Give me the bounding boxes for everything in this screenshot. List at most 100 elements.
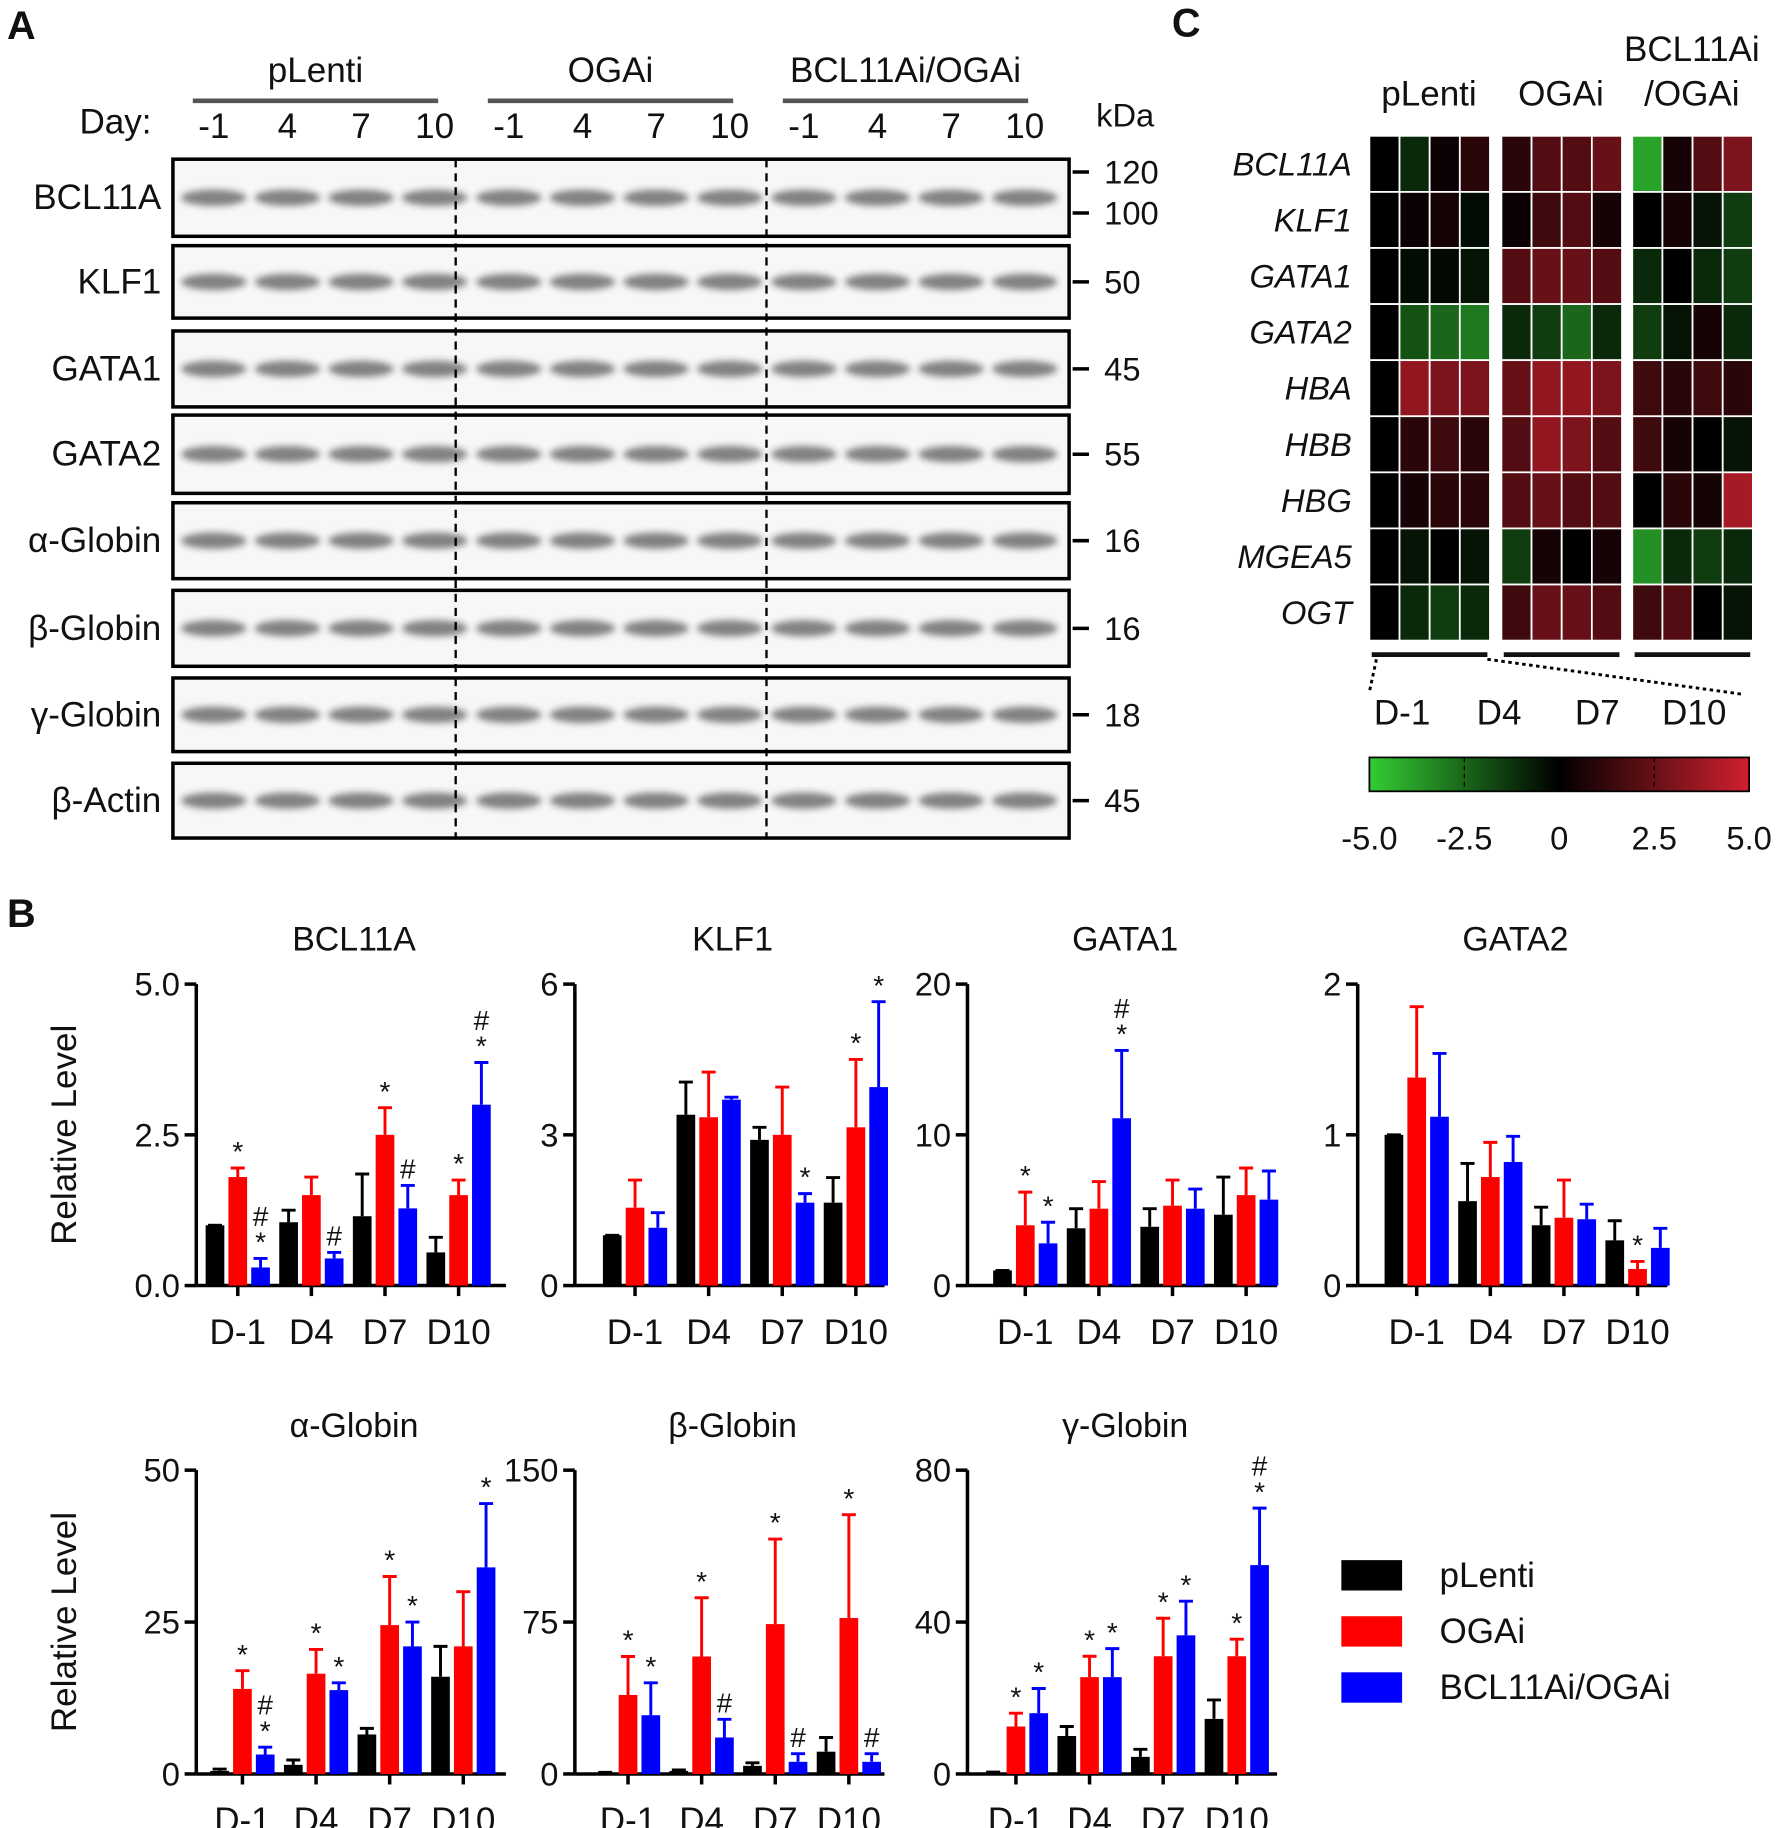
blot-band bbox=[401, 360, 468, 378]
blot-band bbox=[549, 446, 616, 463]
chart-title: β-Globin bbox=[668, 1407, 797, 1445]
heatmap-cell bbox=[1428, 527, 1461, 586]
blot-band bbox=[771, 532, 837, 549]
error-bar bbox=[1091, 1180, 1106, 1209]
significance-mark: * bbox=[311, 1618, 322, 1649]
bar bbox=[795, 1202, 815, 1286]
day-label: D-1 bbox=[1374, 694, 1430, 733]
error-bar bbox=[309, 1647, 324, 1674]
bar bbox=[233, 1688, 252, 1774]
blot-band bbox=[328, 792, 394, 809]
heatmap-cell bbox=[1368, 191, 1401, 249]
bar bbox=[431, 1676, 450, 1774]
error-bar bbox=[621, 1655, 636, 1695]
x-tick-label: D7 bbox=[363, 1313, 408, 1352]
blot-band bbox=[771, 189, 837, 206]
heatmap-cell bbox=[1631, 471, 1664, 530]
error-bar bbox=[671, 1768, 686, 1772]
bar bbox=[403, 1646, 422, 1774]
error-bar bbox=[258, 1745, 273, 1755]
heatmap-cell bbox=[1661, 303, 1694, 362]
blot-band bbox=[181, 446, 247, 463]
error-bar bbox=[1409, 1005, 1424, 1078]
bar bbox=[1407, 1077, 1427, 1286]
blot-band bbox=[328, 620, 394, 637]
heatmap-cell bbox=[1530, 527, 1563, 586]
error-bar bbox=[1252, 1506, 1267, 1566]
heatmap-cell bbox=[1458, 527, 1491, 586]
error-bar bbox=[650, 1211, 665, 1228]
bar bbox=[1503, 1161, 1523, 1286]
bar bbox=[750, 1139, 769, 1286]
blot-band bbox=[476, 189, 542, 206]
bar bbox=[699, 1117, 718, 1286]
blot-band bbox=[771, 706, 837, 723]
heatmap-cell bbox=[1458, 247, 1491, 305]
heatmap-cell bbox=[1560, 583, 1593, 642]
day-title: Day: bbox=[79, 102, 151, 141]
bar bbox=[251, 1267, 270, 1286]
heatmap-cell bbox=[1661, 471, 1694, 530]
significance-mark: * bbox=[1020, 1160, 1031, 1191]
blot-band bbox=[918, 792, 984, 809]
heatmap-cell bbox=[1428, 191, 1461, 249]
blot-band bbox=[254, 792, 321, 809]
significance-mark: * bbox=[1033, 1657, 1044, 1688]
bar bbox=[306, 1673, 326, 1774]
heatmap-cell bbox=[1368, 247, 1401, 305]
kda-label: 18 bbox=[1104, 696, 1140, 733]
chart-title: α-Globin bbox=[290, 1407, 419, 1445]
colorbar-tick-label: 0 bbox=[1550, 820, 1568, 857]
significance-mark: # bbox=[1252, 1451, 1268, 1482]
heatmap-cell bbox=[1458, 191, 1491, 249]
heatmap-cell bbox=[1560, 527, 1593, 586]
heatmap-group-label: OGAi bbox=[1518, 74, 1604, 113]
blot-band bbox=[844, 360, 911, 378]
bar bbox=[1213, 1214, 1233, 1286]
error-bar bbox=[1114, 1048, 1129, 1119]
heatmap-cell bbox=[1398, 303, 1431, 362]
x-tick-label: D4 bbox=[686, 1313, 731, 1352]
blot-band bbox=[771, 273, 837, 291]
bar bbox=[1236, 1195, 1256, 1286]
heatmap-cell bbox=[1631, 134, 1664, 193]
protein-label: α-Globin bbox=[28, 521, 161, 560]
bar bbox=[1006, 1726, 1026, 1774]
y-tick-label: 75 bbox=[522, 1604, 558, 1641]
significance-mark: * bbox=[645, 1651, 656, 1682]
error-bar bbox=[1082, 1654, 1097, 1678]
error-bar bbox=[1216, 1175, 1231, 1215]
blot-band bbox=[918, 273, 984, 291]
blot-band bbox=[844, 706, 911, 723]
heatmap-cell bbox=[1368, 527, 1401, 586]
heatmap-cell bbox=[1398, 527, 1431, 586]
heatmap-cell bbox=[1590, 471, 1623, 530]
blot-band bbox=[844, 620, 911, 637]
blot-box bbox=[171, 500, 1071, 581]
panel-label: C bbox=[1172, 2, 1201, 46]
error-bar bbox=[1630, 1259, 1645, 1269]
blot-band bbox=[918, 446, 984, 463]
heatmap-cell bbox=[1368, 359, 1401, 418]
heatmap-cell bbox=[1590, 134, 1623, 193]
group-label: pLenti bbox=[268, 51, 364, 90]
blot-band bbox=[476, 360, 542, 378]
panel-label: A bbox=[7, 4, 36, 48]
x-tick-label: D-1 bbox=[997, 1313, 1053, 1352]
significance-mark: * bbox=[873, 970, 884, 1001]
protein-label: γ-Globin bbox=[31, 695, 162, 734]
gene-label: HBG bbox=[1281, 482, 1352, 519]
y-tick-label: 2 bbox=[1323, 966, 1341, 1003]
heatmap-cell bbox=[1631, 415, 1664, 474]
blot-band bbox=[549, 620, 616, 637]
error-bar bbox=[986, 1770, 1001, 1774]
blot-band bbox=[401, 792, 468, 809]
bar bbox=[380, 1625, 400, 1774]
blot-band bbox=[696, 446, 763, 463]
blot-band bbox=[254, 189, 321, 206]
error-bar bbox=[717, 1717, 732, 1738]
error-bar bbox=[355, 1172, 370, 1217]
error-bar bbox=[864, 1752, 879, 1762]
bar bbox=[1384, 1134, 1404, 1286]
heatmap-cell bbox=[1560, 415, 1593, 474]
